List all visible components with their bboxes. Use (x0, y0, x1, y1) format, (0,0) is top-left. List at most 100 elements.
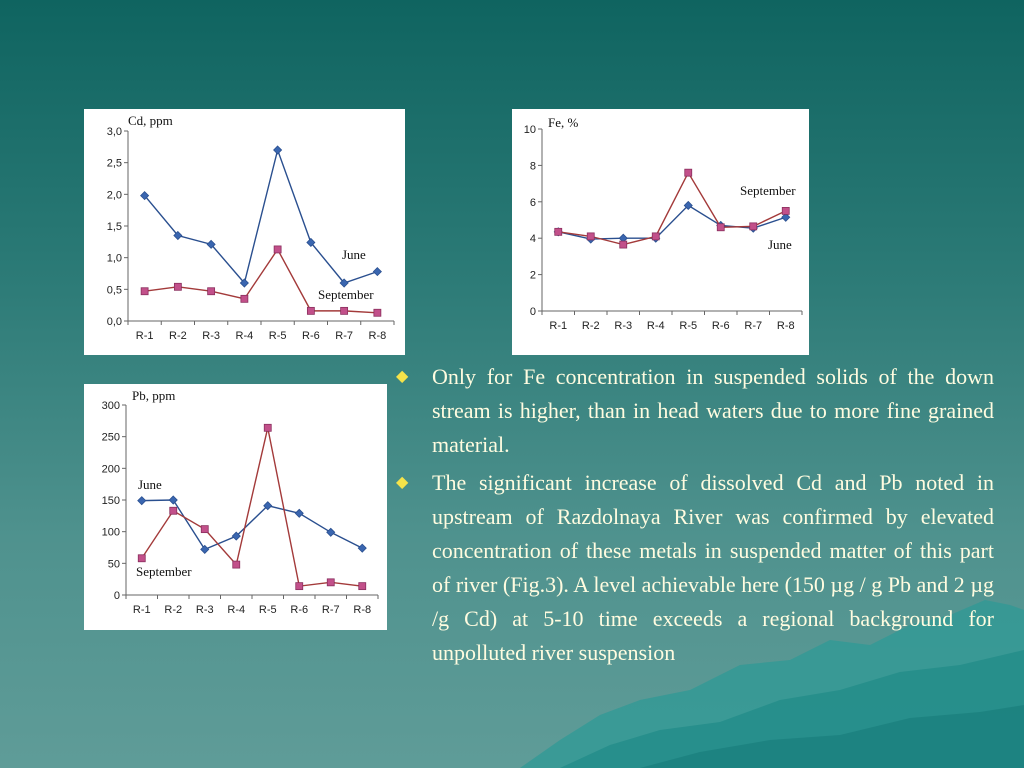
x-tick-label: R-3 (202, 330, 220, 342)
cd-chart: Cd, ppm 0,0 0,5 1,0 1,5 2,0 2,5 3,0 R-1 R-2 R-3 R-4… (84, 109, 405, 355)
data-point-september (173, 282, 182, 291)
data-point-september (140, 287, 149, 296)
y-tick-label: 0 (114, 590, 120, 602)
data-point-september (749, 222, 758, 231)
data-point-september (340, 306, 349, 315)
series-line-june (141, 499, 363, 551)
diamond-bullet-icon: ◆ (396, 474, 409, 491)
bullet-text: The significant increase of dissolved Cd… (432, 470, 994, 665)
data-point-september (586, 232, 595, 241)
pb-chart-svg: Pb, ppm 0 50 100 150 200 250 300 R-1 R-2 R-3 R-4 R-5… (102, 388, 379, 616)
data-point-june (273, 145, 283, 155)
data-point-june (200, 544, 210, 554)
data-point-june (781, 212, 791, 222)
y-tick-label: 1,0 (107, 253, 122, 265)
data-point-june (206, 239, 216, 249)
x-tick-label: R-8 (369, 330, 387, 342)
y-tick-label: 2,0 (107, 189, 122, 201)
series-label: September (318, 287, 374, 302)
data-point-september (373, 308, 382, 317)
data-point-september (200, 525, 209, 534)
y-tick-label: 150 (102, 495, 120, 507)
data-point-september (554, 227, 563, 236)
x-tick-label: R-1 (136, 330, 154, 342)
data-point-june (326, 527, 336, 537)
series-line-september (558, 171, 787, 246)
y-tick-label: 2,5 (107, 158, 122, 170)
x-tick-label: R-6 (712, 320, 730, 332)
data-point-september (651, 232, 660, 241)
x-tick-label: R-3 (196, 604, 214, 616)
x-tick-label: R-7 (744, 320, 762, 332)
x-tick-label: R-8 (353, 604, 371, 616)
y-tick-label: 0,0 (107, 316, 122, 328)
series-label: September (136, 564, 192, 579)
x-tick-label: R-5 (679, 320, 697, 332)
x-tick-label: R-6 (290, 604, 308, 616)
data-point-september (326, 578, 335, 587)
x-tick-label: R-4 (236, 330, 254, 342)
chart-title: Fe, % (548, 115, 579, 130)
x-tick-label: R-5 (259, 604, 277, 616)
y-tick-label: 0,5 (107, 284, 122, 296)
data-point-september (619, 240, 628, 249)
x-tick-label: R-2 (582, 320, 600, 332)
diamond-bullet-icon: ◆ (396, 368, 409, 385)
x-tick-label: R-1 (133, 604, 151, 616)
data-point-june (683, 200, 693, 211)
data-point-september (781, 207, 790, 215)
pb-chart: Pb, ppm 0 50 100 150 200 250 300 R-1 R-2 R-3 R-4 R-5… (84, 384, 387, 630)
x-tick-label: R-4 (647, 320, 665, 332)
y-tick-label: 200 (102, 463, 120, 475)
y-tick-label: 3,0 (107, 126, 122, 138)
x-tick-label: R-6 (302, 330, 320, 342)
x-tick-label: R-7 (335, 330, 353, 342)
data-point-june (137, 496, 147, 506)
cd-chart-svg: Cd, ppm 0,0 0,5 1,0 1,5 2,0 2,5 3,0 R-1 R-2 R-3 R-4… (107, 113, 395, 342)
series-label: June (768, 237, 792, 252)
x-tick-label: R-4 (227, 604, 245, 616)
data-point-september (273, 245, 282, 254)
series-line-september (141, 427, 363, 587)
x-tick-label: R-2 (164, 604, 182, 616)
y-tick-label: 2 (530, 270, 536, 282)
data-point-june (357, 543, 367, 553)
x-tick-label: R-7 (322, 604, 340, 616)
series-label: September (740, 183, 796, 198)
series-line-june (558, 204, 786, 240)
data-point-september (306, 306, 315, 315)
y-tick-label: 1,5 (107, 221, 122, 233)
data-point-june (263, 501, 273, 511)
data-point-september (263, 423, 272, 432)
data-point-september (716, 223, 725, 232)
series-line-september (144, 248, 378, 314)
data-point-september (232, 560, 241, 569)
x-tick-label: R-3 (614, 320, 632, 332)
y-tick-label: 250 (102, 432, 120, 444)
y-tick-label: 8 (530, 160, 536, 172)
chart-title: Cd, ppm (128, 113, 173, 128)
data-point-september (169, 506, 178, 515)
data-point-june (239, 278, 249, 288)
bullet-item: ◆ Only for Fe concentration in suspended… (396, 360, 994, 462)
fe-chart-svg: Fe, % 0 2 4 6 8 10 R-1 R-2 R-3 R-4 R-5 R-6 R-7 R-8 Sept… (524, 115, 803, 332)
x-tick-label: R-5 (269, 330, 287, 342)
y-tick-label: 300 (102, 400, 120, 412)
data-point-june (168, 495, 178, 505)
series-line-june (144, 147, 378, 285)
data-point-june (173, 230, 183, 241)
data-point-september (137, 554, 146, 563)
data-point-june (372, 267, 382, 277)
data-point-september (358, 582, 367, 591)
data-point-june (339, 278, 349, 288)
x-tick-label: R-1 (549, 320, 567, 332)
bullet-list: ◆ Only for Fe concentration in suspended… (396, 360, 994, 674)
data-point-june (140, 191, 150, 201)
fe-chart: Fe, % 0 2 4 6 8 10 R-1 R-2 R-3 R-4 R-5 R-6 R-7 R-8 Sept… (512, 109, 809, 355)
data-point-june (294, 508, 304, 518)
x-tick-label: R-2 (169, 330, 187, 342)
series-label: June (342, 247, 366, 262)
data-point-september (684, 168, 693, 177)
bullet-item: ◆ The significant increase of dissolved … (396, 466, 994, 670)
bullet-text: Only for Fe concentration in suspended s… (432, 364, 994, 457)
